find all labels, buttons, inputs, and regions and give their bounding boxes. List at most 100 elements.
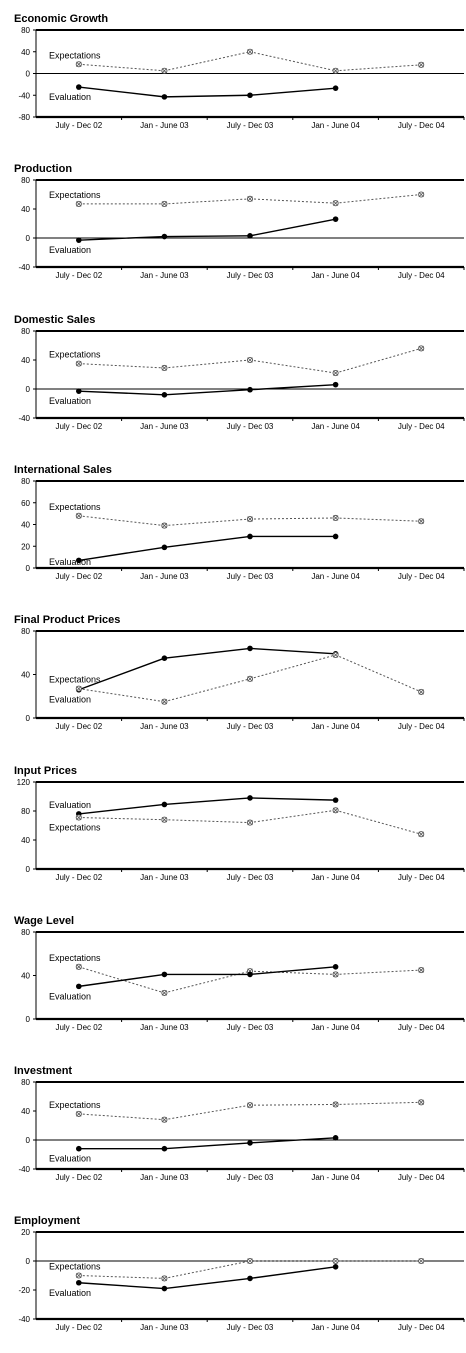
expectations-marker: [418, 61, 425, 68]
expectations-line-segment: [164, 1260, 251, 1280]
expectations-marker: [332, 971, 339, 978]
y-tick-label: 40: [21, 971, 30, 980]
evaluation-line-segment: [78, 236, 165, 242]
x-tick-label: July - Dec 04: [398, 1173, 445, 1182]
evaluation-marker: [76, 84, 82, 90]
expectations-marker: [332, 1258, 339, 1265]
x-tick-label: Jan - June 04: [311, 121, 360, 130]
expectations-line-segment: [164, 1104, 251, 1121]
x-tick-label: July - Dec 04: [398, 271, 445, 280]
evaluation-line-segment: [78, 1282, 165, 1290]
y-tick-label: 0: [26, 714, 31, 723]
chart-title: Final Product Prices: [14, 614, 120, 626]
y-tick-label: 80: [21, 928, 30, 937]
expectations-line-segment: [164, 359, 251, 369]
evaluation-marker: [247, 645, 253, 652]
y-tick-label: 20: [21, 542, 30, 551]
expectations-marker: [75, 201, 82, 208]
expectations-marker: [418, 191, 425, 198]
evaluation-marker: [161, 544, 168, 551]
expectations-label: Expectations: [49, 50, 101, 60]
expectations-marker: [75, 512, 82, 519]
evaluation-marker: [161, 1286, 168, 1292]
evaluation-marker: [247, 92, 253, 99]
y-tick-label: 80: [21, 627, 30, 636]
expectations-marker: [418, 518, 425, 525]
x-tick-label: Jan - June 03: [140, 722, 189, 731]
evaluation-marker: [332, 216, 339, 223]
chart-title: Domestic Sales: [14, 314, 95, 326]
expectations-line-segment: [249, 198, 336, 204]
evaluation-line-segment: [78, 86, 165, 98]
y-tick-label: 80: [21, 477, 30, 486]
expectations-marker: [332, 652, 339, 659]
evaluation-marker: [332, 533, 339, 540]
y-tick-label: -80: [18, 113, 30, 122]
x-tick-label: July - Dec 02: [55, 1323, 102, 1332]
evaluation-line-segment: [164, 1278, 251, 1290]
expectations-line-segment: [164, 198, 251, 205]
y-tick-label: 80: [21, 176, 30, 185]
expectations-marker: [75, 685, 82, 692]
evaluation-line-segment: [164, 388, 251, 396]
x-tick-label: Jan - June 04: [311, 572, 360, 581]
evaluation-line-segment: [249, 647, 336, 655]
evaluation-line-segment: [164, 535, 251, 548]
expectations-marker: [332, 1101, 339, 1108]
x-tick-label: Jan - June 04: [311, 271, 360, 280]
chart-title: Input Prices: [14, 765, 77, 777]
expectations-marker: [246, 356, 254, 363]
expectations-marker: [418, 344, 425, 352]
expectations-marker: [161, 1116, 168, 1123]
x-tick-label: Jan - June 03: [140, 422, 189, 431]
evaluation-marker: [332, 85, 339, 91]
chart-title: Investment: [14, 1065, 72, 1077]
y-tick-label: 40: [21, 836, 30, 845]
expectations-line-segment: [249, 1104, 336, 1106]
expectations-marker: [332, 514, 339, 521]
expectations-line-segment: [335, 809, 422, 835]
x-tick-label: Jan - June 04: [311, 1323, 360, 1332]
y-tick-label: 40: [21, 356, 30, 365]
expectations-label: Expectations: [49, 675, 101, 685]
y-tick-label: 0: [26, 1257, 31, 1266]
evaluation-marker: [247, 233, 253, 239]
x-tick-label: July - Dec 03: [227, 1323, 274, 1332]
x-tick-label: July - Dec 02: [55, 422, 102, 431]
x-tick-label: July - Dec 02: [55, 1023, 102, 1032]
y-tick-label: 0: [26, 70, 31, 79]
x-tick-label: July - Dec 02: [55, 722, 102, 731]
y-tick-label: 40: [21, 205, 30, 214]
x-tick-label: Jan - June 03: [140, 1323, 189, 1332]
expectations-marker: [246, 48, 254, 55]
x-tick-label: July - Dec 02: [55, 1173, 102, 1182]
x-tick-label: July - Dec 04: [398, 722, 445, 731]
evaluation-marker: [161, 655, 168, 662]
expectations-line-segment: [78, 688, 165, 703]
x-tick-label: Jan - June 03: [140, 121, 189, 130]
expectations-marker: [161, 816, 168, 823]
y-tick-label: 80: [21, 26, 30, 35]
evaluation-marker: [332, 381, 339, 388]
expectations-marker: [418, 966, 425, 973]
expectations-marker: [161, 522, 168, 529]
expectations-marker: [161, 698, 168, 705]
chart-title: Employment: [14, 1215, 80, 1227]
x-tick-label: July - Dec 03: [227, 422, 274, 431]
expectations-line-segment: [249, 809, 336, 823]
evaluation-marker: [76, 237, 82, 244]
evaluation-line-segment: [249, 218, 336, 237]
expectations-line-segment: [335, 517, 422, 522]
expectations-label: Expectations: [49, 502, 101, 512]
evaluation-label: Evaluation: [49, 991, 91, 1001]
evaluation-marker: [332, 796, 339, 803]
expectations-line-segment: [249, 654, 336, 680]
expectations-marker: [246, 675, 254, 683]
y-tick-label: -40: [18, 414, 30, 423]
y-tick-label: 40: [21, 1107, 30, 1116]
x-tick-label: Jan - June 03: [140, 1023, 189, 1032]
x-tick-label: July - Dec 03: [227, 271, 274, 280]
